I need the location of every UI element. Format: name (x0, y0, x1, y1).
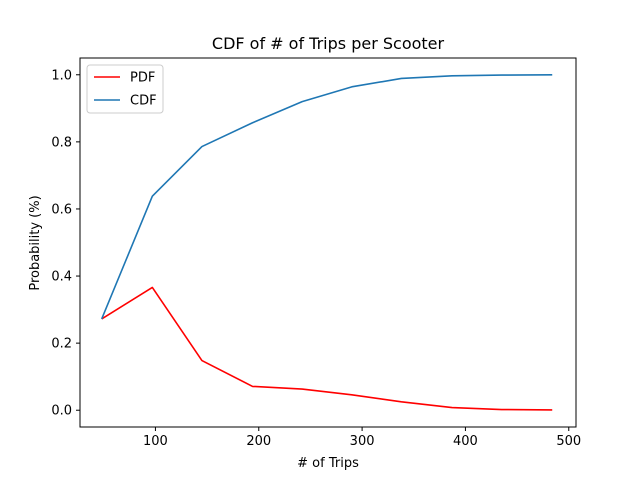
plot-content (100, 73, 553, 411)
legend-label-cdf: CDF (130, 94, 157, 109)
series-line-pdf (101, 286, 553, 411)
legend: PDF CDF (86, 64, 164, 114)
y-tick-label-4: 0.8 (51, 135, 72, 150)
series-line-cdf (100, 73, 553, 320)
y-tick-label-5: 1.0 (51, 68, 72, 83)
y-tick-label-3: 0.6 (51, 202, 72, 217)
legend-label-pdf: PDF (130, 71, 155, 86)
x-axis-label: # of Trips (297, 456, 359, 471)
axis-ticks: 100 200 300 400 500 0.0 0.2 0.4 0.6 0.8 1.0 (51, 68, 581, 449)
y-tick-label-1: 0.2 (51, 337, 72, 352)
x-tick-label-3: 400 (453, 434, 478, 449)
y-axis-label: Probability (%) (28, 195, 43, 290)
x-tick-label-4: 500 (556, 434, 581, 449)
x-tick-label-1: 200 (246, 434, 271, 449)
y-tick-label-0: 0.0 (51, 404, 72, 419)
x-tick-label-0: 100 (143, 434, 168, 449)
x-tick-label-2: 300 (350, 434, 375, 449)
plot-frame (79, 57, 577, 428)
chart-title: CDF of # of Trips per Scooter (212, 34, 445, 53)
y-tick-label-2: 0.4 (51, 270, 72, 285)
